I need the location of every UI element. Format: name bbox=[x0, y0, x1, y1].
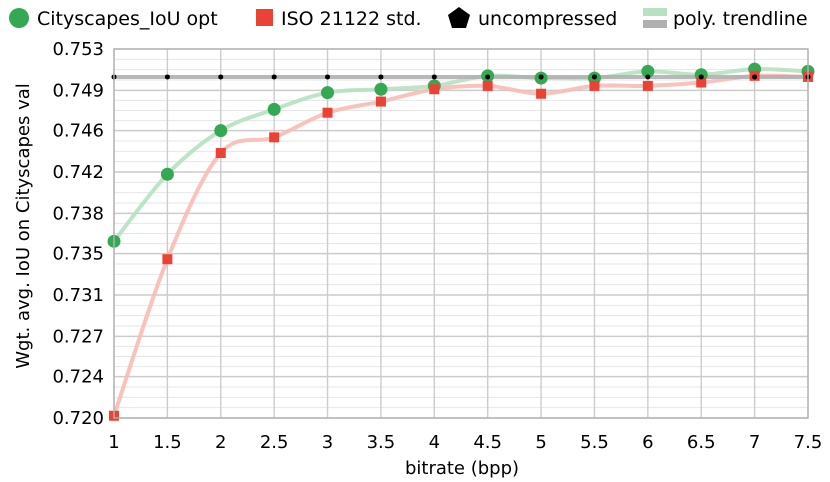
point-iso-21122-std bbox=[215, 147, 226, 158]
legend: Cityscapes_IoU opt ISO 21122 std. uncomp… bbox=[9, 7, 808, 30]
y-tick-label: 0.738 bbox=[52, 203, 104, 224]
legend-label-uncompressed: uncompressed bbox=[478, 8, 617, 30]
y-tick-label: 0.724 bbox=[52, 367, 104, 388]
x-tick-label: 5 bbox=[535, 432, 546, 453]
point-cityscapes-iou-opt bbox=[267, 102, 281, 116]
point-uncompressed bbox=[164, 74, 170, 80]
point-uncompressed bbox=[325, 74, 331, 80]
y-tick-label: 0.720 bbox=[52, 408, 104, 429]
y-tick-label: 0.742 bbox=[52, 162, 104, 183]
x-tick-label: 1 bbox=[108, 432, 119, 453]
point-iso-21122-std bbox=[269, 132, 280, 143]
x-tick-label: 3.5 bbox=[367, 432, 396, 453]
grid bbox=[113, 48, 809, 419]
point-cityscapes-iou-opt bbox=[374, 82, 388, 96]
y-tick-label: 0.749 bbox=[52, 80, 104, 101]
x-axis-title: bitrate (bpp) bbox=[405, 458, 519, 479]
y-tick-label: 0.753 bbox=[52, 39, 104, 60]
x-tick-label: 1.5 bbox=[153, 432, 182, 453]
x-tick-label: 7 bbox=[749, 432, 760, 453]
point-iso-21122-std bbox=[162, 254, 173, 265]
point-iso-21122-std bbox=[429, 84, 440, 95]
x-tick-label: 4.5 bbox=[473, 432, 502, 453]
point-uncompressed bbox=[218, 74, 224, 80]
x-tick-label: 5.5 bbox=[580, 432, 609, 453]
legend-label-trendline: poly. trendline bbox=[673, 8, 808, 30]
point-uncompressed bbox=[591, 74, 597, 80]
point-uncompressed bbox=[645, 74, 651, 80]
legend-marker-trendline-green bbox=[643, 8, 667, 16]
point-iso-21122-std bbox=[536, 88, 547, 99]
axes: 0.720 0.724 0.727 0.731 0.735 0.738 0.742 0.746… bbox=[52, 39, 822, 453]
x-tick-label: 6.5 bbox=[687, 432, 716, 453]
y-axis-title: Wgt. avg. IoU on Cityscapes val bbox=[13, 83, 34, 369]
plot-frame bbox=[113, 48, 809, 419]
point-iso-21122-std bbox=[589, 80, 600, 91]
legend-marker-uncompressed bbox=[448, 7, 470, 28]
x-tick-label: 2.5 bbox=[260, 432, 289, 453]
point-uncompressed bbox=[378, 74, 384, 80]
legend-marker-trendline-gray bbox=[643, 20, 667, 28]
point-iso-21122-std bbox=[375, 96, 386, 107]
x-tick-label: 6 bbox=[642, 432, 653, 453]
point-cityscapes-iou-opt bbox=[160, 167, 174, 181]
point-uncompressed bbox=[698, 74, 704, 80]
legend-label-iso: ISO 21122 std. bbox=[281, 8, 422, 30]
point-uncompressed bbox=[538, 74, 544, 80]
x-tick-label: 4 bbox=[429, 432, 440, 453]
y-tick-label: 0.731 bbox=[52, 285, 104, 306]
legend-marker-iso bbox=[256, 9, 273, 26]
point-cityscapes-iou-opt bbox=[641, 64, 655, 78]
point-uncompressed bbox=[485, 74, 491, 80]
data-points bbox=[107, 62, 815, 421]
x-tick-label: 2 bbox=[215, 432, 226, 453]
x-tick-label: 3 bbox=[322, 432, 333, 453]
point-cityscapes-iou-opt bbox=[321, 86, 335, 100]
x-tick-label: 7.5 bbox=[794, 432, 823, 453]
point-uncompressed bbox=[752, 74, 758, 80]
y-tick-label: 0.735 bbox=[52, 244, 104, 265]
point-iso-21122-std bbox=[696, 77, 707, 88]
point-cityscapes-iou-opt bbox=[214, 124, 228, 138]
y-tick-label: 0.727 bbox=[52, 326, 104, 347]
legend-marker-cityscapes bbox=[9, 8, 29, 28]
point-iso-21122-std bbox=[642, 80, 653, 91]
legend-label-cityscapes: Cityscapes_IoU opt bbox=[37, 8, 218, 30]
point-iso-21122-std bbox=[322, 107, 333, 118]
point-iso-21122-std bbox=[482, 80, 493, 91]
point-uncompressed bbox=[431, 74, 437, 80]
point-uncompressed bbox=[271, 74, 277, 80]
y-tick-label: 0.746 bbox=[52, 121, 104, 142]
